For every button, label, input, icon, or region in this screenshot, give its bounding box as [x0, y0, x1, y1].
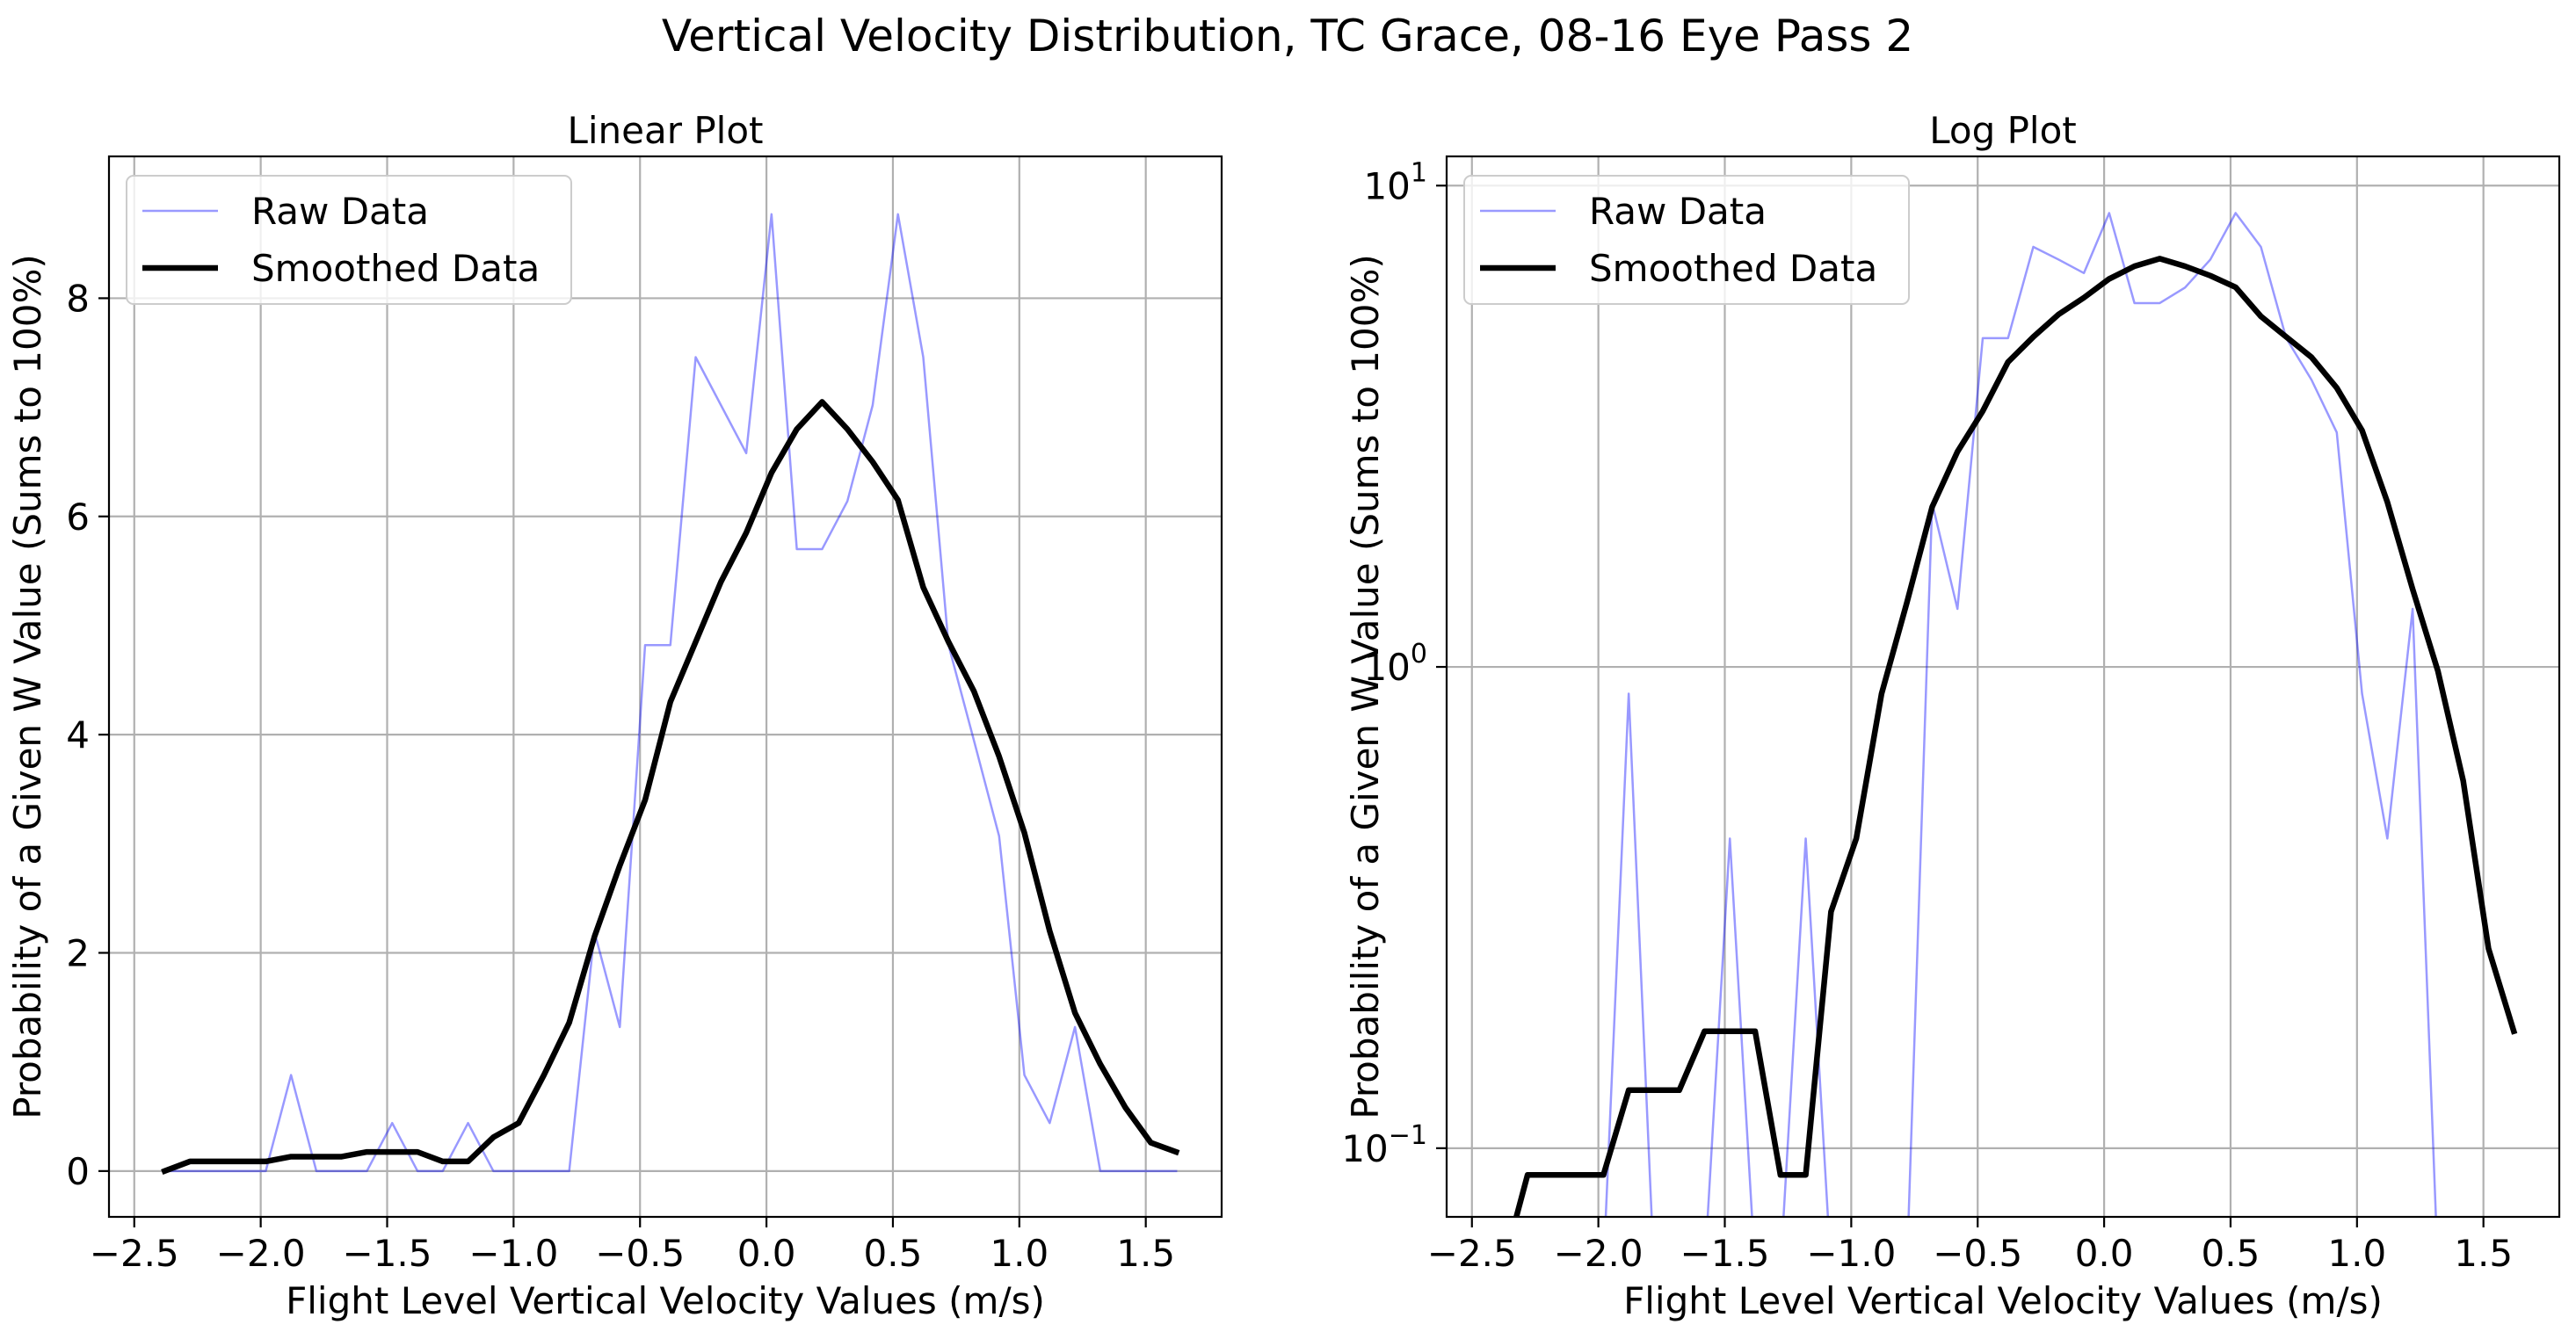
x-tick-label: 0.0 [737, 1232, 796, 1275]
x-tick-label: 1.0 [2327, 1232, 2386, 1275]
x-tick-label: 0.5 [2202, 1232, 2260, 1275]
x-tick-label: 1.5 [1116, 1232, 1175, 1275]
y-axis-label: Probability of a Given W Value (Sums to … [6, 254, 49, 1119]
y-tick-label: 100 [1363, 639, 1427, 689]
linear-plot-panel: −2.5 −2.0 −1.5 −1.0 −0.5 0.0 0.5 1.0 1.5 0 2 4 6 8 Lin… [6, 109, 1223, 1322]
y-tick-label: 101 [1363, 157, 1427, 207]
y-tick-exponent: −1 [1389, 1120, 1427, 1151]
x-tick-label: −1.5 [1680, 1232, 1770, 1275]
legend-label-smoothed-data: Smoothed Data [1589, 247, 1877, 290]
x-tick-label: 0.0 [2075, 1232, 2134, 1275]
x-tick-label: 1.5 [2454, 1232, 2513, 1275]
x-tick-label: −2.0 [216, 1232, 306, 1275]
y-tick-base: 10 [1363, 164, 1410, 207]
legend-label-raw-data: Raw Data [1589, 190, 1767, 233]
smoothed-data-series-line [1513, 256, 2518, 1217]
grid [109, 156, 1222, 1217]
smoothed-data-series-line [161, 399, 1180, 1176]
legend: Raw Data Smoothed Data [126, 175, 572, 305]
x-axis-label: Flight Level Vertical Velocity Values (m… [1623, 1279, 2383, 1322]
y-tick-label: 0 [66, 1150, 90, 1193]
legend: Raw Data Smoothed Data [1463, 175, 1910, 305]
x-tick-label: 1.0 [990, 1232, 1049, 1275]
y-tick-label: 8 [66, 277, 90, 320]
plot-area [1513, 212, 2518, 1217]
x-tick-label: −2.5 [90, 1232, 179, 1275]
legend-box [1463, 175, 1910, 305]
x-tick-label: −1.5 [343, 1232, 432, 1275]
x-tick-label: −1.0 [1806, 1232, 1896, 1275]
y-tick-base: 10 [1341, 1127, 1388, 1170]
axes-frame [107, 155, 1223, 1219]
raw-data-series-line [163, 213, 1178, 1173]
y-axis-label: Probability of a Given W Value (Sums to … [1344, 254, 1387, 1119]
log-plot-panel: −2.5 −2.0 −1.5 −1.0 −0.5 0.0 0.5 1.0 1.510−11001… [1341, 109, 2561, 1322]
x-tick-label: 0.5 [864, 1232, 923, 1275]
raw-data-series-line [1604, 212, 2437, 1217]
axes-frame [1445, 155, 2561, 1219]
y-tick-label: 6 [66, 496, 90, 539]
panel-title: Log Plot [1929, 109, 2077, 152]
panel-title: Linear Plot [567, 109, 763, 152]
x-tick-label: −2.0 [1554, 1232, 1644, 1275]
x-tick-label: −0.5 [595, 1232, 685, 1275]
y-tick-exponent: 0 [1411, 639, 1427, 670]
x-tick-label: −2.5 [1427, 1232, 1517, 1275]
y-tick-base: 10 [1363, 646, 1410, 689]
legend-label-raw-data: Raw Data [251, 190, 429, 233]
x-tick-label: −0.5 [1933, 1232, 2022, 1275]
y-tick-label: 4 [66, 713, 90, 756]
figure-title: Vertical Velocity Distribution, TC Grace… [662, 11, 1913, 62]
legend-box [126, 175, 572, 305]
y-tick-label: 10−1 [1341, 1120, 1427, 1170]
x-axis-label: Flight Level Vertical Velocity Values (m… [286, 1279, 1045, 1322]
legend-label-smoothed-data: Smoothed Data [251, 247, 540, 290]
plot-area [161, 213, 1180, 1176]
x-tick-label: −1.0 [468, 1232, 558, 1275]
y-tick-label: 2 [66, 931, 90, 974]
y-tick-exponent: 1 [1411, 157, 1427, 188]
